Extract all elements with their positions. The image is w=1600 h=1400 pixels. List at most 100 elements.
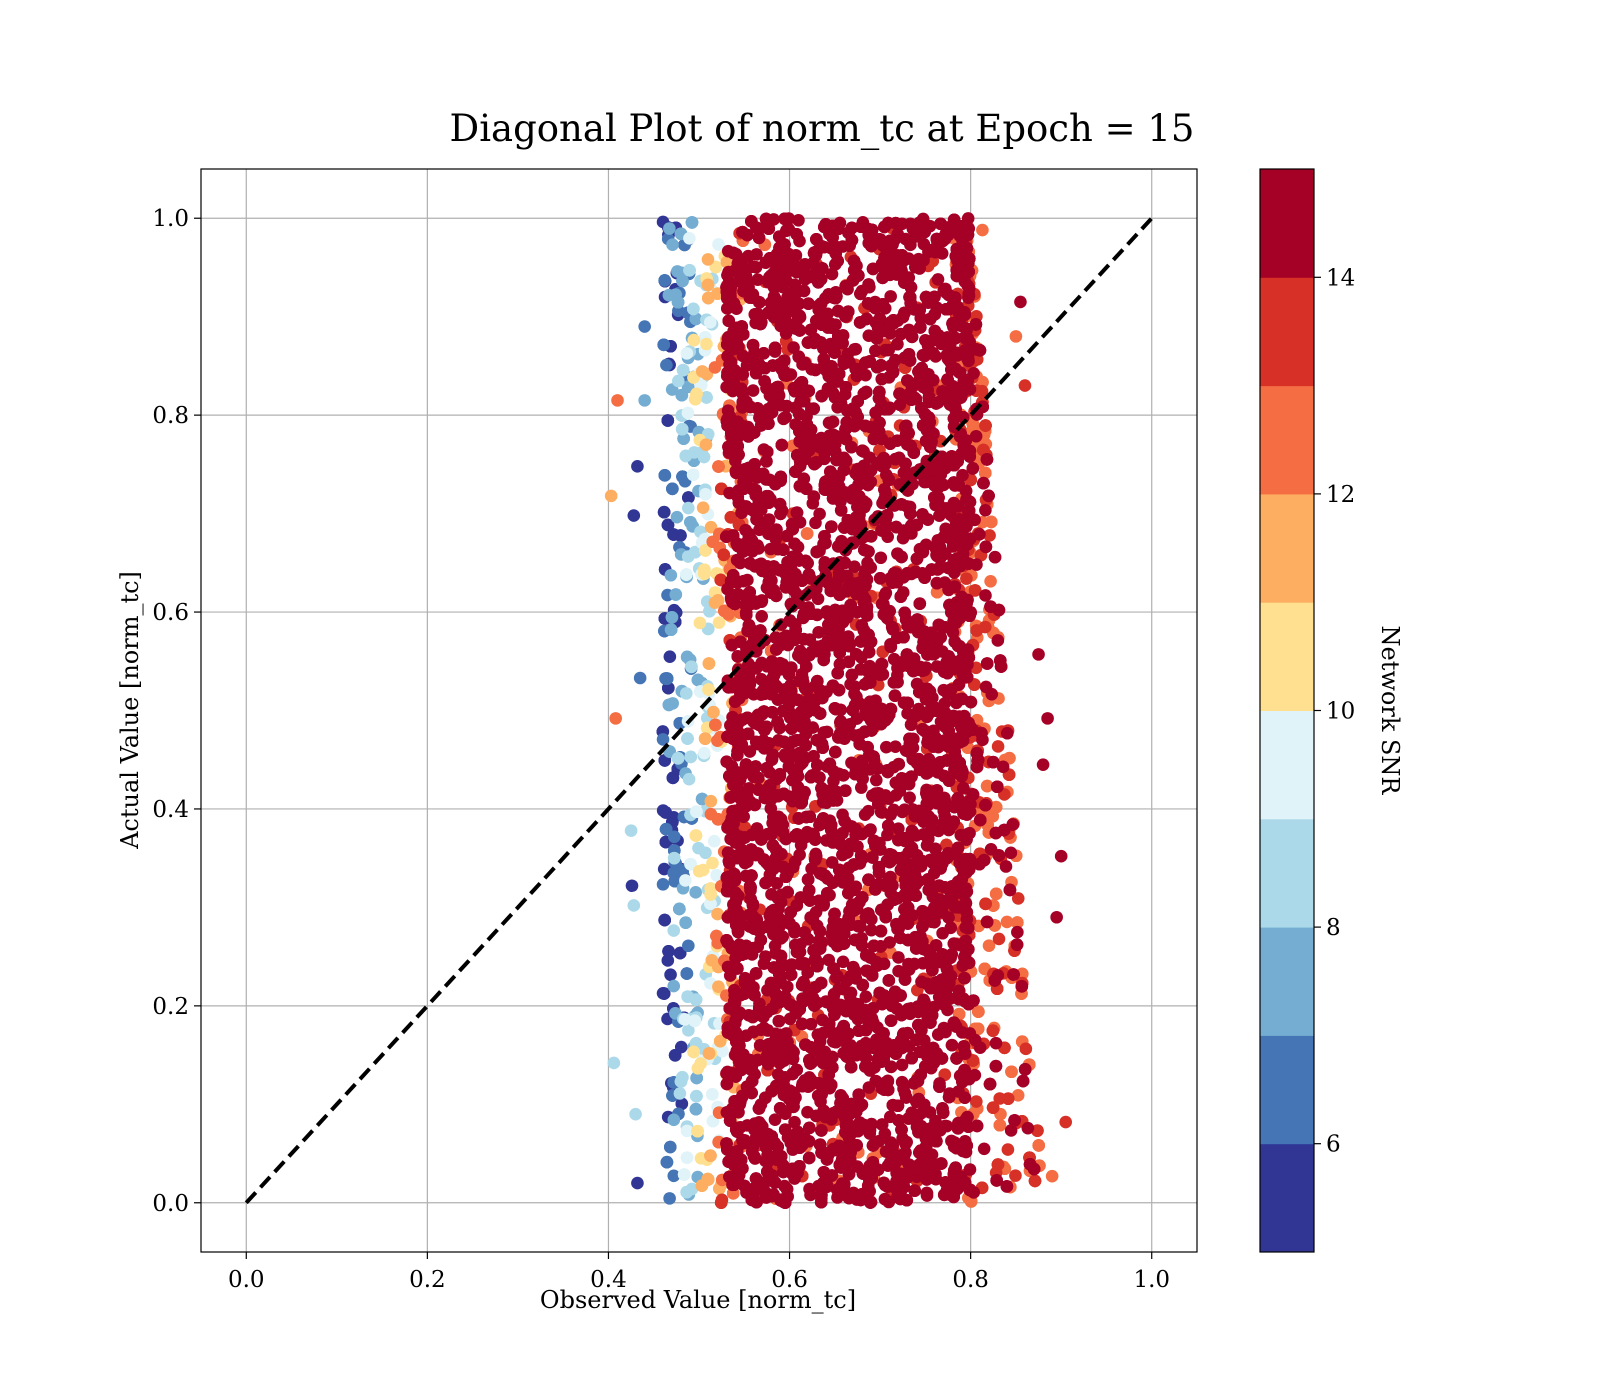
scatter-point (848, 343, 861, 356)
scatter-point (712, 238, 725, 251)
scatter-point (687, 302, 700, 316)
scatter-point (1021, 1121, 1035, 1135)
scatter-point (668, 830, 681, 844)
scatter-point (681, 406, 695, 420)
scatter-point (855, 444, 869, 458)
scatter-point (979, 419, 992, 432)
scatter-point (970, 746, 984, 760)
scatter-point (682, 939, 695, 953)
scatter-point (664, 568, 678, 582)
scatter-point (1007, 968, 1020, 981)
scatter-point (700, 337, 713, 351)
scatter-point (666, 482, 679, 496)
scatter-point (989, 1059, 1003, 1073)
scatter-point (674, 1075, 688, 1088)
scatter-point (864, 823, 877, 836)
scatter-point (664, 623, 678, 637)
scatter-point (656, 878, 670, 891)
scatter-point (979, 466, 992, 480)
scatter-point (667, 979, 681, 993)
scatter-point (663, 222, 676, 235)
scatter-point (687, 1045, 700, 1059)
scatter-point (979, 589, 992, 602)
scatter-point (663, 650, 677, 664)
scatter-point (698, 732, 712, 745)
scatter-point (1011, 925, 1024, 939)
scatter-point (982, 489, 995, 503)
scatter-point (1011, 916, 1024, 929)
scatter-point (980, 657, 994, 670)
scatter-point (720, 255, 734, 269)
scatter-point (658, 274, 672, 287)
scatter-point (706, 856, 719, 870)
scatter-point (667, 1169, 681, 1183)
scatter-point (680, 650, 694, 664)
scatter-point (966, 462, 980, 475)
scatter-point (704, 520, 718, 534)
scatter-point (991, 634, 1005, 647)
scatter-point (704, 1149, 717, 1162)
scatter-point (673, 946, 687, 960)
scatter-point (667, 851, 681, 865)
scatter-point (669, 588, 683, 601)
scatter-point (667, 924, 681, 937)
scatter-point (711, 813, 725, 826)
scatter-point (689, 312, 703, 326)
scatter-point (963, 1027, 977, 1040)
scatter-point (696, 863, 710, 877)
scatter-point (658, 469, 672, 482)
scatter-point (657, 862, 671, 876)
scatter-point (874, 551, 888, 565)
scatter-point (687, 333, 701, 347)
scatter-point (992, 932, 1006, 946)
scatter-point (658, 913, 671, 927)
scatter-point (660, 358, 673, 372)
scatter-point (704, 897, 717, 911)
scatter-point (680, 347, 694, 360)
scatter-point (975, 726, 988, 740)
scatter-point (701, 1172, 715, 1186)
scatter-point (1009, 1169, 1022, 1182)
scatter-point (702, 683, 715, 696)
scatter-point (671, 295, 685, 309)
scatter-point (712, 616, 726, 629)
scatter-point (979, 798, 992, 812)
scatter-point (984, 515, 998, 529)
scatter-point (1004, 846, 1018, 860)
scatter-point (701, 291, 715, 305)
scatter-point (686, 468, 700, 482)
scatter-point (675, 388, 689, 402)
scatter-point (684, 857, 697, 871)
scatter-point (661, 518, 675, 532)
scatter-point (662, 681, 675, 695)
scatter-point (858, 808, 872, 821)
scatter-point (683, 231, 696, 245)
scatter-point (682, 491, 695, 504)
scatter-point (657, 338, 671, 352)
scatter-point (674, 529, 687, 542)
scatter-point (679, 916, 692, 929)
scatter-point (668, 1048, 682, 1062)
scatter-point (673, 1087, 687, 1100)
scatter-point (678, 1013, 692, 1026)
scatter-point (706, 1088, 719, 1101)
scatter-point (977, 1142, 991, 1156)
scatter-point (675, 1097, 689, 1111)
scatter-point (681, 501, 695, 515)
scatter-point (980, 915, 994, 929)
scatter-point (703, 316, 717, 329)
scatter-point (672, 374, 685, 388)
scatter-point (973, 813, 987, 827)
scatter-point (691, 1124, 704, 1138)
scatter-point (970, 1119, 984, 1133)
scatter-point (931, 273, 945, 286)
scatter-point (690, 1089, 703, 1103)
scatter-point (717, 548, 731, 562)
scatter-point (716, 1044, 729, 1058)
scatter-point (661, 954, 675, 967)
scatter-point (677, 432, 690, 445)
scatter-point (854, 781, 868, 794)
scatter-point (682, 772, 696, 786)
scatter-point (977, 853, 991, 867)
scatter-point (970, 1095, 983, 1108)
